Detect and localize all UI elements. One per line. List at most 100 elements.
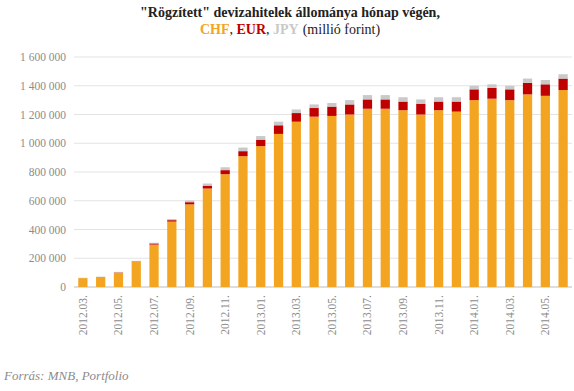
grid-line <box>74 172 572 173</box>
y-tick-label: 1 400 000 <box>20 80 66 92</box>
bar-segment <box>203 189 212 287</box>
x-tick-label: 2013.11. <box>433 295 445 335</box>
bar-segment <box>523 83 532 95</box>
bar-segment <box>381 99 390 108</box>
bar-segment <box>505 86 514 90</box>
bar-segment <box>541 80 550 84</box>
bar-segment <box>132 262 141 287</box>
bar-segment <box>470 100 479 287</box>
y-tick-label: 1 200 000 <box>20 109 66 121</box>
x-tick-label: 2013.07. <box>361 295 373 335</box>
bar-segment <box>274 122 283 126</box>
x-tick-label: 2013.05. <box>326 295 338 335</box>
bar-segment <box>185 204 194 287</box>
legend-entry: CHF <box>200 22 230 37</box>
bar-segment <box>167 220 176 221</box>
y-tick-label: 400 000 <box>29 224 67 236</box>
bar-segment <box>149 243 158 244</box>
bar-segment <box>541 84 550 96</box>
grid-line <box>74 85 572 86</box>
bar-segment <box>327 107 336 116</box>
bar-segment <box>78 277 87 278</box>
bar-segment <box>309 104 318 108</box>
bar-segment <box>558 90 567 287</box>
grid-line <box>74 57 572 58</box>
x-tick-label: 2012.11. <box>219 295 231 335</box>
bar-segment <box>78 278 87 279</box>
bar-segment <box>132 261 141 262</box>
bar-segment <box>416 104 425 115</box>
bar-segment <box>114 272 123 273</box>
grid-line <box>74 200 572 201</box>
bar-segment <box>256 146 265 287</box>
bar-segment <box>398 97 407 101</box>
bar-segment <box>203 186 212 189</box>
bar-segment <box>470 86 479 90</box>
bar-segment <box>345 115 354 288</box>
bar-segment <box>505 100 514 287</box>
separator: , <box>229 22 236 37</box>
bar-segment <box>487 84 496 88</box>
y-tick-label: 0 <box>60 281 66 293</box>
grid <box>74 57 572 287</box>
y-tick-label: 1 000 000 <box>20 137 66 149</box>
bar-segment <box>167 222 176 287</box>
bar-segment <box>309 108 318 117</box>
bar-segment <box>434 102 443 111</box>
x-tick-label: 2014.03. <box>504 295 516 335</box>
x-tick-label: 2012.09. <box>184 295 196 335</box>
bar-segment <box>256 140 265 146</box>
legend-entry: JPY <box>273 22 299 37</box>
x-tick-label: 2012.05. <box>112 295 124 335</box>
bar-segment <box>78 278 87 287</box>
title: "Rögzített" devizahitelek állománya hóna… <box>140 5 440 20</box>
grid-line <box>74 258 572 259</box>
y-tick-label: 600 000 <box>29 195 67 207</box>
grid-line <box>74 114 572 115</box>
separator: , <box>266 22 273 37</box>
bar-segment <box>292 113 301 122</box>
bar-segment <box>381 95 390 99</box>
bar-segment <box>487 88 496 99</box>
bar-segment <box>221 174 230 287</box>
bar-segment <box>558 74 567 78</box>
bar-segment <box>398 110 407 287</box>
bar-segment <box>523 79 532 83</box>
bars <box>78 74 567 287</box>
bar-segment <box>363 95 372 99</box>
bar-segment <box>452 97 461 101</box>
bar-segment <box>309 117 318 287</box>
source: Forrás: MNB, Portfolio <box>3 368 129 383</box>
bar-segment <box>452 102 461 112</box>
x-tick-label: 2014.01. <box>468 295 480 335</box>
bar-segment <box>256 136 265 140</box>
y-tick-label: 200 000 <box>29 252 67 264</box>
bar-segment <box>96 277 105 287</box>
grid-line <box>74 287 572 288</box>
legend-entry: EUR <box>236 22 266 37</box>
grid-line <box>74 143 572 144</box>
bar-segment <box>292 109 301 113</box>
bar-segment <box>327 116 336 287</box>
bar-segment <box>96 276 105 277</box>
x-tick-label: 2013.01. <box>255 295 267 335</box>
bar-segment <box>327 103 336 107</box>
bar-segment <box>558 79 567 91</box>
y-tick-label: 800 000 <box>29 166 67 178</box>
bar-segment <box>487 99 496 287</box>
bar-segment <box>398 102 407 111</box>
bar-segment <box>149 242 158 244</box>
bar-segment <box>505 89 514 100</box>
bar-segment <box>185 202 194 204</box>
bar-segment <box>345 100 354 104</box>
bar-segment <box>416 115 425 288</box>
x-tick-label: 2013.03. <box>290 295 302 335</box>
bar-segment <box>381 109 390 287</box>
bar-segment <box>416 99 425 103</box>
x-tick-label: 2014.05. <box>539 295 551 335</box>
bar-segment <box>238 151 247 156</box>
x-tick-label: 2012.03. <box>77 295 89 335</box>
bar-segment <box>345 104 354 114</box>
bar-segment <box>114 273 123 287</box>
x-tick-label: 2013.09. <box>397 295 409 335</box>
